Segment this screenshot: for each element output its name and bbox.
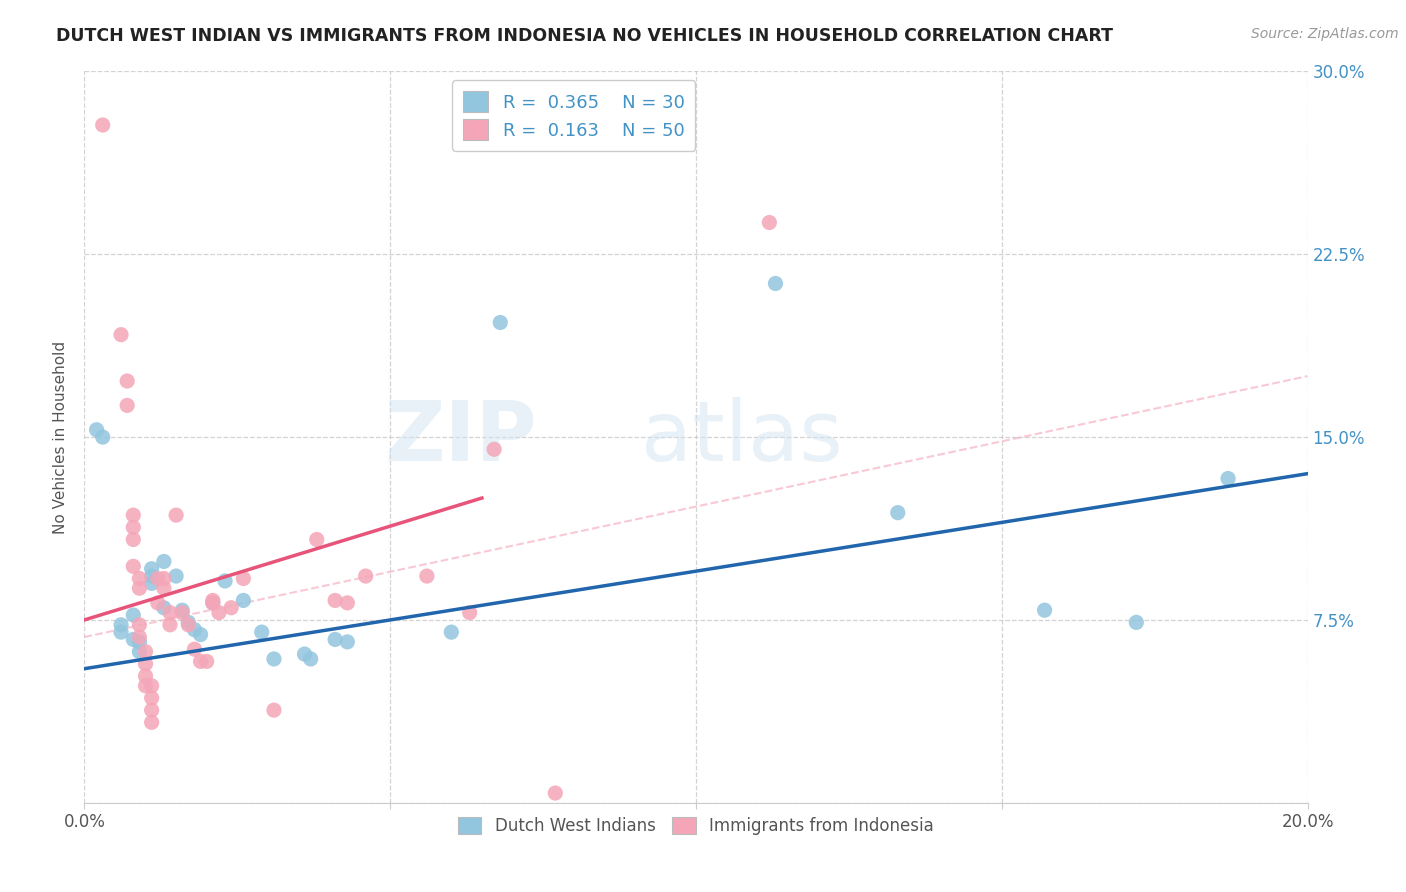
Point (887, 506, 910, 520)
Point (323, 632, 346, 647)
Point (336, 596, 359, 610)
Point (201, 596, 224, 610)
Text: Source: ZipAtlas.com: Source: ZipAtlas.com (1251, 27, 1399, 41)
Text: ZIP: ZIP (384, 397, 537, 477)
Point (1033, 603, 1056, 617)
Point (544, 786, 567, 800)
Point (110, 617, 132, 632)
Point (458, 606, 481, 620)
Point (172, 603, 194, 617)
Y-axis label: No Vehicles in Household: No Vehicles in Household (53, 341, 69, 533)
Point (294, 647, 316, 661)
Point (305, 533, 328, 547)
Point (177, 615, 200, 630)
Point (141, 679, 163, 693)
Point (489, 316, 512, 330)
Point (86, 423, 108, 437)
Point (122, 520, 145, 534)
Point (190, 654, 212, 668)
Point (165, 569, 187, 583)
Point (153, 554, 176, 568)
Point (263, 652, 285, 666)
Point (122, 608, 145, 623)
Point (165, 508, 187, 522)
Point (354, 569, 377, 583)
Point (91, 118, 114, 132)
Point (758, 215, 780, 229)
Point (110, 327, 132, 342)
Point (115, 374, 138, 388)
Point (135, 645, 157, 659)
Point (122, 508, 145, 522)
Point (146, 572, 169, 586)
Point (153, 600, 176, 615)
Point (128, 635, 150, 649)
Point (336, 635, 359, 649)
Point (110, 625, 132, 640)
Text: atlas: atlas (641, 397, 842, 477)
Point (183, 623, 205, 637)
Point (128, 581, 150, 595)
Point (208, 606, 231, 620)
Point (141, 715, 163, 730)
Point (263, 703, 285, 717)
Point (190, 627, 212, 641)
Point (219, 600, 242, 615)
Point (177, 617, 200, 632)
Point (232, 593, 254, 607)
Point (135, 679, 157, 693)
Point (1216, 471, 1239, 485)
Point (141, 569, 163, 583)
Point (128, 645, 150, 659)
Point (122, 533, 145, 547)
Point (250, 625, 273, 640)
Point (214, 574, 236, 588)
Text: DUTCH WEST INDIAN VS IMMIGRANTS FROM INDONESIA NO VEHICLES IN HOUSEHOLD CORRELAT: DUTCH WEST INDIAN VS IMMIGRANTS FROM IND… (56, 27, 1114, 45)
Point (141, 690, 163, 705)
Point (91, 430, 114, 444)
Point (141, 562, 163, 576)
Point (128, 630, 150, 644)
Point (128, 572, 150, 586)
Point (115, 398, 138, 412)
Point (141, 703, 163, 717)
Point (153, 581, 176, 595)
Legend: Dutch West Indians, Immigrants from Indonesia: Dutch West Indians, Immigrants from Indo… (451, 811, 941, 842)
Point (183, 642, 205, 657)
Point (1125, 615, 1147, 630)
Point (146, 596, 169, 610)
Point (323, 593, 346, 607)
Point (135, 657, 157, 671)
Point (299, 652, 322, 666)
Point (122, 559, 145, 574)
Point (128, 617, 150, 632)
Point (159, 617, 181, 632)
Point (122, 632, 145, 647)
Point (201, 593, 224, 607)
Point (195, 654, 218, 668)
Point (440, 625, 463, 640)
Point (153, 572, 176, 586)
Point (416, 569, 439, 583)
Point (482, 442, 505, 457)
Point (172, 606, 194, 620)
Point (201, 596, 224, 610)
Point (159, 606, 181, 620)
Point (135, 669, 157, 683)
Point (141, 576, 163, 591)
Point (232, 572, 254, 586)
Point (765, 277, 787, 291)
